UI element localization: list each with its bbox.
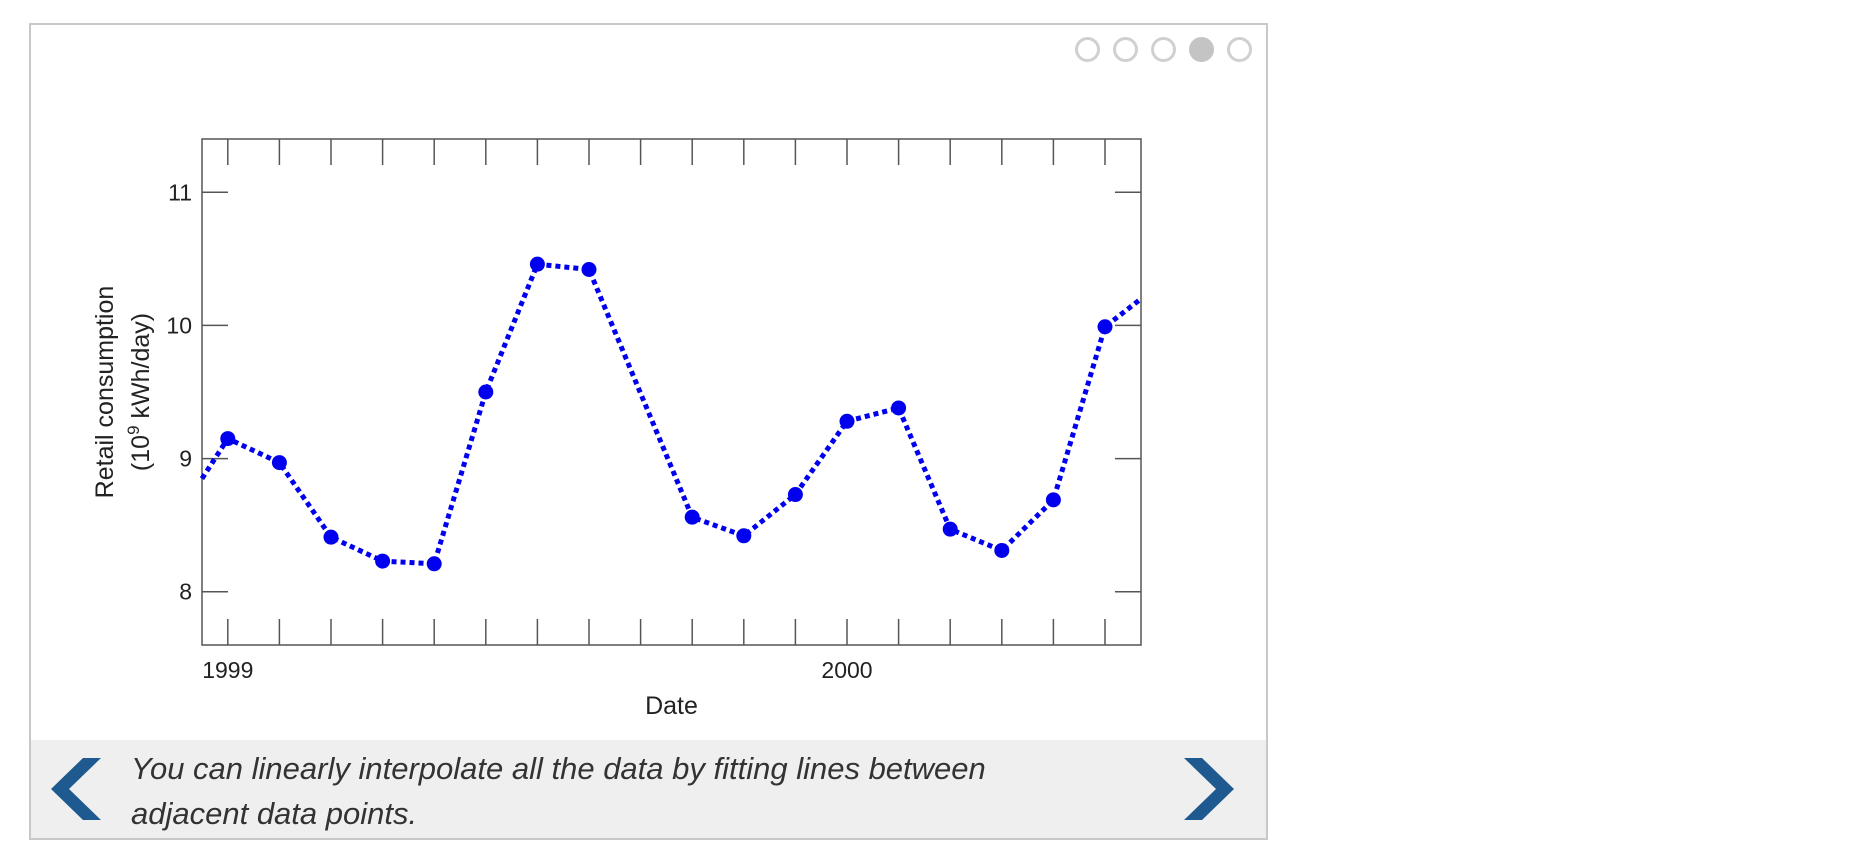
pager-dot-1[interactable] [1075,37,1100,62]
data-point [994,542,1010,558]
slide-frame: 8 9 10 11 1999 2000 Date Retail consumption (109… [29,23,1268,840]
data-point [426,556,442,572]
x-axis-label: Date [645,692,698,720]
pager-dot-5[interactable] [1227,37,1252,62]
y-tick-label: 9 [179,446,192,472]
data-point [220,431,236,447]
plot-area [201,138,1142,646]
data-point [478,384,494,400]
data-point [736,528,752,544]
x-tick-label: 1999 [202,657,253,683]
data-point [684,509,700,525]
y-axis-unit-label: (109 kWh/day) [124,313,155,471]
pager-dots [1075,37,1252,62]
pager-dot-2[interactable] [1113,37,1138,62]
data-point [375,553,391,569]
data-point [271,455,287,471]
y-axis-label: Retail consumption [91,286,119,499]
series-line [199,261,1143,567]
chevron-right-icon[interactable] [1178,754,1238,824]
y-tick-label: 11 [168,179,192,205]
y-tick-label: 8 [179,579,192,605]
data-point [787,487,803,503]
chart: 8 9 10 11 1999 2000 Date Retail consumption (109… [91,138,1143,720]
data-point [839,413,855,429]
caption-bar: You can linearly interpolate all the dat… [31,740,1266,838]
data-point [1097,319,1113,335]
pager-dot-3[interactable] [1151,37,1176,62]
data-point [891,400,907,416]
data-point [323,529,339,545]
y-tick-label: 10 [166,312,192,338]
data-point [942,521,958,537]
data-point [1045,492,1061,508]
caption-text: You can linearly interpolate all the dat… [131,751,986,831]
chevron-left-icon[interactable] [47,754,107,824]
data-point [581,261,597,277]
x-tick-label: 2000 [821,657,872,683]
data-point [529,256,545,272]
pager-dot-4[interactable] [1189,37,1214,62]
